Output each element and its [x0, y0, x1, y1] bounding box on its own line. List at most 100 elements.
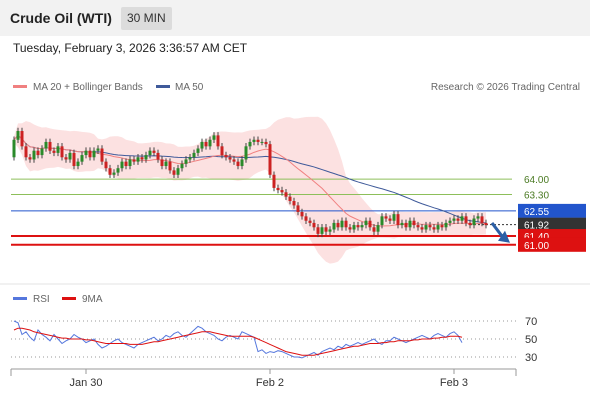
- candle-body: [24, 146, 28, 158]
- candle-body: [440, 225, 444, 228]
- candle-body: [140, 157, 144, 160]
- candle-body: [388, 218, 392, 221]
- candle-body: [148, 150, 152, 156]
- candle-body: [32, 150, 36, 160]
- candle-body: [376, 225, 380, 232]
- candle-body: [224, 155, 228, 158]
- level-label: 61.40: [524, 232, 549, 243]
- timeframe-badge[interactable]: 30 MIN: [121, 7, 172, 30]
- candle-body: [64, 157, 68, 160]
- candle-body: [232, 159, 236, 162]
- candle-body: [252, 139, 256, 142]
- candle-body: [456, 218, 460, 221]
- forecast-arrow-head: [498, 230, 510, 243]
- x-axis: Jan 30 Feb 2 Feb 3: [69, 369, 468, 389]
- candle-body: [448, 220, 452, 223]
- candle-body: [300, 211, 304, 217]
- candle-body: [332, 222, 336, 230]
- candle-body: [168, 161, 172, 171]
- candle-body: [88, 150, 92, 158]
- level-label: 63.30: [524, 190, 549, 201]
- ma20-legend-swatch: [13, 85, 27, 88]
- candle-body: [308, 220, 312, 223]
- rsi-ma-legend-swatch: [62, 297, 76, 300]
- candle-body: [452, 218, 456, 221]
- candle-body: [124, 161, 128, 167]
- level-lines: [11, 178, 516, 246]
- candle-body: [316, 227, 320, 234]
- candle-body: [100, 148, 104, 162]
- candle-body: [96, 148, 100, 151]
- candle-body: [292, 201, 296, 206]
- instrument-title: Crude Oil (WTI): [10, 10, 112, 26]
- candle-body: [324, 227, 328, 232]
- candle-body: [336, 222, 340, 228]
- candle-body: [408, 220, 412, 228]
- candle-body: [184, 159, 188, 164]
- candle-body: [284, 192, 288, 197]
- candle-body: [236, 161, 240, 167]
- candle-body: [400, 222, 404, 226]
- candle-body: [192, 152, 196, 158]
- candle-body: [176, 168, 180, 175]
- candle-body: [416, 225, 420, 228]
- candle-body: [296, 205, 300, 212]
- candle-body: [188, 157, 192, 160]
- candle-body: [196, 148, 200, 153]
- candle-body: [72, 152, 76, 167]
- rsi-panel: 70 50 30: [11, 316, 537, 364]
- candle-body: [76, 161, 80, 167]
- candle-body: [172, 170, 176, 175]
- candle-body: [432, 227, 436, 230]
- ma50-legend-label: MA 50: [175, 82, 204, 93]
- candle-body: [460, 216, 464, 221]
- candle-body: [344, 220, 348, 228]
- candle-body: [480, 216, 484, 223]
- candle-body: [340, 220, 344, 228]
- candle-body: [472, 218, 476, 226]
- candle-body: [160, 159, 164, 167]
- candle-body: [396, 214, 400, 226]
- candle-body: [352, 225, 356, 230]
- x-tick-label: Feb 3: [440, 377, 468, 389]
- candle-body: [464, 216, 468, 223]
- candle-body: [228, 157, 232, 160]
- candle-body: [108, 168, 112, 175]
- level-label: 64.00: [524, 175, 549, 186]
- bollinger-band-area: [14, 116, 486, 264]
- candle-body: [392, 214, 396, 221]
- candle-body: [428, 225, 432, 228]
- candle-body: [36, 150, 40, 156]
- candle-body: [44, 141, 48, 149]
- candle-body: [248, 141, 252, 147]
- candle-body: [404, 222, 408, 228]
- candle-body: [12, 139, 16, 158]
- candle-body: [268, 144, 272, 175]
- ma20-legend-label: MA 20 + Bollinger Bands: [33, 82, 143, 93]
- candle-body: [120, 161, 124, 169]
- candle-body: [208, 139, 212, 147]
- candle-body: [320, 227, 324, 234]
- candle-body: [244, 146, 248, 160]
- candle-body: [164, 161, 168, 167]
- x-tick-label: Jan 30: [69, 377, 102, 389]
- candle-body: [216, 135, 220, 147]
- chart-header: Crude Oil (WTI) 30 MIN: [0, 0, 590, 36]
- candle-body: [28, 157, 32, 160]
- candle-body: [56, 146, 60, 153]
- candle-body: [420, 227, 424, 230]
- candle-body: [52, 150, 56, 153]
- candle-body: [20, 131, 24, 147]
- level-label-box: [518, 217, 586, 232]
- candle-body: [48, 141, 52, 151]
- level-label-box: [518, 237, 586, 252]
- forecast-arrow: [490, 222, 510, 243]
- candle-body: [380, 216, 384, 226]
- candle-body: [200, 141, 204, 149]
- candle-body: [424, 225, 428, 230]
- level-label-box: [518, 203, 586, 218]
- candle-body: [312, 222, 316, 228]
- candle-body: [132, 159, 136, 162]
